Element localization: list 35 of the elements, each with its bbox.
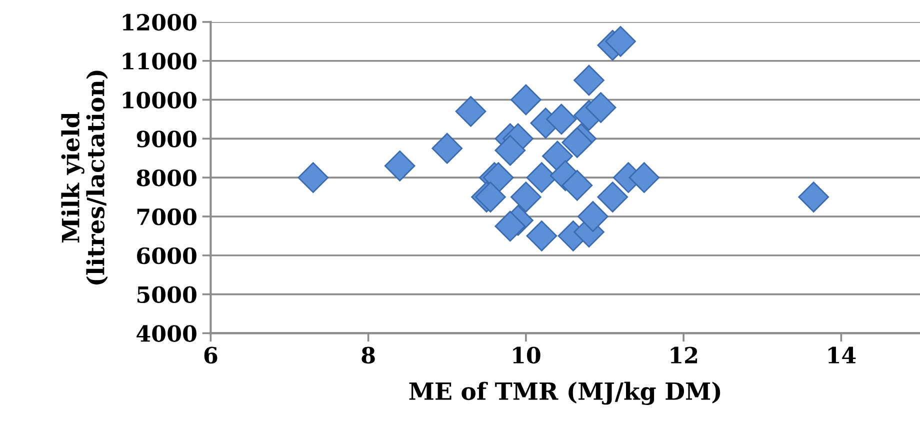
point — [585, 92, 616, 123]
point — [574, 64, 604, 96]
point — [546, 104, 577, 135]
y-tick-label: 4000 — [136, 325, 196, 342]
point — [562, 170, 593, 201]
point — [384, 150, 416, 182]
y-tick-label: 12000 — [122, 14, 196, 31]
point — [510, 84, 542, 116]
point — [510, 182, 542, 212]
x-axis-title: ME of TMR (MJ/kg DM) — [409, 382, 720, 405]
y-tick-label: 7000 — [137, 208, 196, 226]
x-tick-label: 8 — [362, 346, 375, 364]
point — [432, 132, 463, 164]
x-tick-label: 6 — [204, 346, 218, 364]
point — [298, 162, 329, 193]
x-tick-label: 12 — [670, 346, 698, 364]
y-tick-label: 10000 — [122, 92, 196, 109]
y-tick-label: 5000 — [137, 286, 196, 304]
x-tick-label: 14 — [828, 346, 856, 364]
point — [597, 182, 628, 212]
point — [605, 26, 636, 57]
y-tick-label: 6000 — [137, 247, 196, 264]
point — [628, 162, 660, 193]
point — [455, 96, 486, 127]
point — [542, 140, 573, 172]
y-axis-title: Milk yield (litres/lactation) — [61, 70, 108, 284]
point — [526, 220, 558, 252]
y-tick-label: 8000 — [136, 170, 196, 186]
x-tick-label: 10 — [513, 346, 540, 364]
y-tick-label: 9000 — [136, 130, 196, 148]
y-tick-label: 11000 — [122, 52, 196, 70]
point — [494, 134, 526, 166]
point — [798, 182, 830, 212]
point — [494, 210, 526, 242]
point — [578, 201, 608, 232]
